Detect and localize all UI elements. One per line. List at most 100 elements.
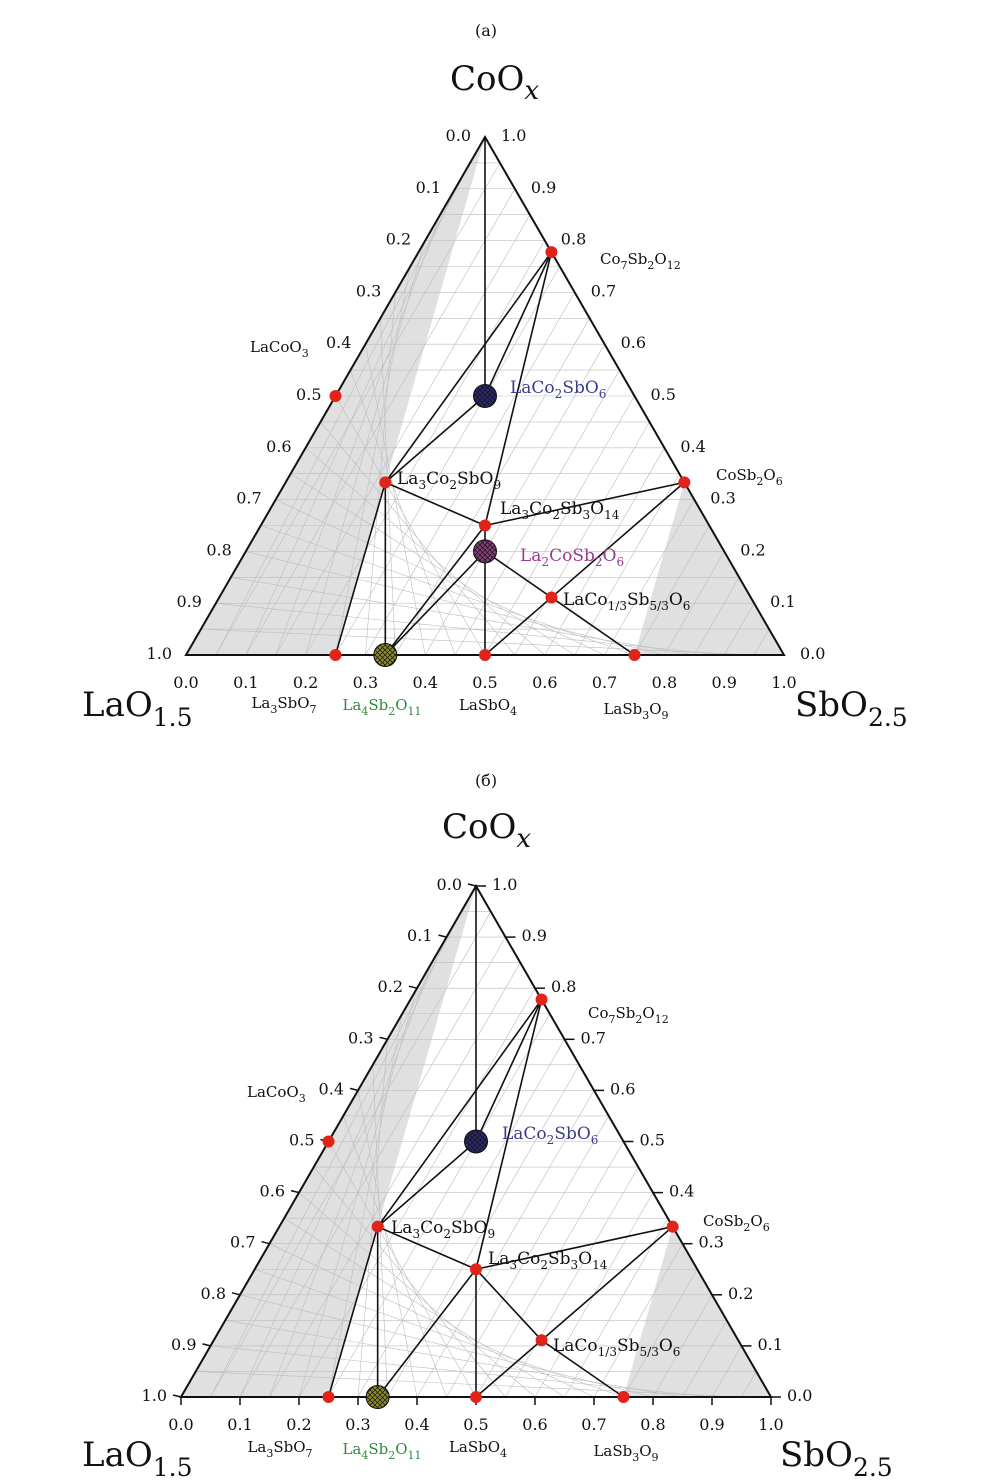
phase-point-lasb3o9 (628, 649, 641, 661)
bottom-axis-tick-label: 0.4 (412, 673, 437, 692)
compound-label-co7sb2o12: Co7Sb2O12 (588, 1004, 669, 1026)
grid-line (210, 1345, 713, 1398)
phase-point-hatch (473, 539, 497, 563)
bottom-axis-tick-label: 0.6 (532, 673, 557, 692)
phase-point-hatch (373, 643, 397, 667)
tie-line (377, 1268, 477, 1398)
right-axis-tick-label: 0.4 (669, 1182, 694, 1201)
right-axis-tick-label: 0.5 (640, 1131, 665, 1150)
vertex-label-sbo25: SbO2.5 (780, 1435, 893, 1482)
grid-line (741, 1371, 757, 1398)
bottom-axis-tick-label: 0.8 (652, 673, 677, 692)
phase-point-la3co2sbo9 (371, 1220, 384, 1233)
phase-point-co7sb2o12 (545, 246, 558, 259)
right-axis-tick-label: 0.6 (621, 333, 646, 352)
phase-point-hatch (366, 1385, 390, 1409)
left-axis-tick-label: 0.3 (348, 1028, 373, 1047)
compound-label-laco2sbo6: LaCo2SbO6 (510, 378, 606, 401)
grid-line (505, 1166, 639, 1398)
vertex-label-lao15: LaO1.5 (82, 1435, 193, 1482)
compound-label-la2cosb2o6: La2CoSb2O6 (520, 546, 624, 569)
grid-line (284, 1217, 565, 1398)
left-axis-tick-label: 0.1 (407, 926, 432, 945)
right-axis-tick-label: 0.3 (699, 1233, 724, 1252)
grid-line (454, 369, 620, 656)
compound-label-la3sbo7: La3SbO7 (247, 1438, 312, 1460)
right-axis-tick-label: 0.2 (728, 1284, 753, 1303)
bottom-axis-tick-label: 1.0 (758, 1415, 783, 1434)
tie-line (384, 525, 486, 656)
tie-line (377, 1225, 477, 1270)
tie-line (377, 999, 543, 1228)
phase-point-lacoo3 (329, 390, 342, 402)
compound-label-co7sb2o12: Co7Sb2O12 (600, 250, 681, 272)
phase-point-hatch (473, 384, 497, 408)
compound-label-la4sb2o11: La4Sb2O11 (342, 696, 421, 718)
bottom-axis-tick-label: 1.0 (771, 673, 796, 692)
grid-line (200, 628, 755, 656)
left-axis-tick-label: 0.6 (266, 437, 291, 456)
compound-label-laco1-3sb5-3o6: LaCo1/3Sb5/3O6 (563, 590, 690, 613)
tie-line (475, 1225, 673, 1271)
phase-point-lasb3o9 (617, 1391, 630, 1403)
bottom-axis-tick-label: 0.1 (233, 673, 258, 692)
left-axis-tick-label: 0.7 (236, 489, 261, 508)
vertex-label-coox: CoOx (450, 59, 539, 106)
vertex-label-coox: CoOx (442, 807, 531, 854)
grid-line (711, 1345, 742, 1398)
tie-line (550, 481, 685, 599)
compound-label-lasbo4: LaSbO4 (449, 1438, 507, 1460)
compound-label-lasb3o9: LaSb3O9 (603, 700, 668, 722)
compound-label-lasbo4: LaSbO4 (459, 696, 517, 718)
tie-line (541, 1226, 674, 1341)
tie-line (384, 251, 553, 483)
grid-line (215, 162, 501, 656)
compound-label-cosb2o6: CoSb2O6 (716, 466, 783, 488)
right-axis-tick-label: 0.1 (770, 592, 795, 611)
bottom-axis-tick-label: 0.4 (404, 1415, 429, 1434)
phase-point-lacoo3 (322, 1135, 335, 1148)
tie-line (384, 395, 486, 483)
grid-line (320, 421, 516, 656)
grid-line (593, 1243, 683, 1398)
compound-label-la3sbo7: La3SbO7 (251, 694, 316, 716)
right-axis-tick-label: 0.2 (740, 540, 765, 559)
bottom-axis-tick-label: 0.9 (711, 673, 736, 692)
left-axis-tick-label: 0.0 (437, 875, 462, 894)
grid-line (215, 602, 725, 656)
grid-line (328, 1013, 551, 1398)
phase-point-la3co2sb3o14 (479, 519, 491, 532)
left-axis-tick-label: 0.2 (378, 977, 403, 996)
phase-point-la3sbo7 (322, 1391, 335, 1403)
compound-label-lasb3o9: LaSb3O9 (593, 1442, 658, 1464)
left-axis-tick-mark (349, 1087, 359, 1092)
left-axis-tick-label: 0.4 (326, 333, 351, 352)
bottom-axis-tick-label: 0.2 (293, 673, 318, 692)
grid-line (269, 1243, 595, 1398)
left-axis-tick-label: 0.2 (386, 230, 411, 249)
tie-line (385, 481, 486, 527)
phase-point-la3sbo7 (329, 649, 342, 661)
right-axis-tick-label: 0.9 (522, 926, 547, 945)
grid-line (210, 911, 492, 1398)
compound-label-la4sb2o11: La4Sb2O11 (342, 1440, 421, 1462)
grid-line (694, 577, 740, 656)
compound-label-laco2sbo6: LaCo2SbO6 (502, 1124, 598, 1147)
grid-line (652, 1294, 713, 1398)
grid-line (305, 447, 545, 656)
right-axis-tick-label: 0.3 (710, 489, 735, 508)
shaded-region (623, 1226, 771, 1397)
right-axis-tick-label: 1.0 (501, 126, 526, 145)
bottom-axis-tick-label: 0.0 (173, 673, 198, 692)
left-axis-tick-label: 0.4 (319, 1079, 344, 1098)
phase-point-cosb2o6 (678, 476, 691, 489)
left-axis-tick-label: 0.8 (201, 1284, 226, 1303)
phase-point-la3co2sbo9 (379, 476, 392, 489)
compound-label-la3co2sb3o14: La3Co2Sb3O14 (500, 499, 620, 522)
grid-line (335, 266, 561, 656)
compound-label-la3co2sbo9: La3Co2SbO9 (397, 469, 501, 492)
right-axis-tick-label: 0.5 (651, 385, 676, 404)
ternary-diagram-b: (б) 0.0 0.1 0.2 0.3 0.4 0.5 0.6 0.7 0.8 0.9 1.00.0… (82, 771, 893, 1482)
compound-label-la3co2sbo9: La3Co2SbO9 (391, 1218, 495, 1241)
